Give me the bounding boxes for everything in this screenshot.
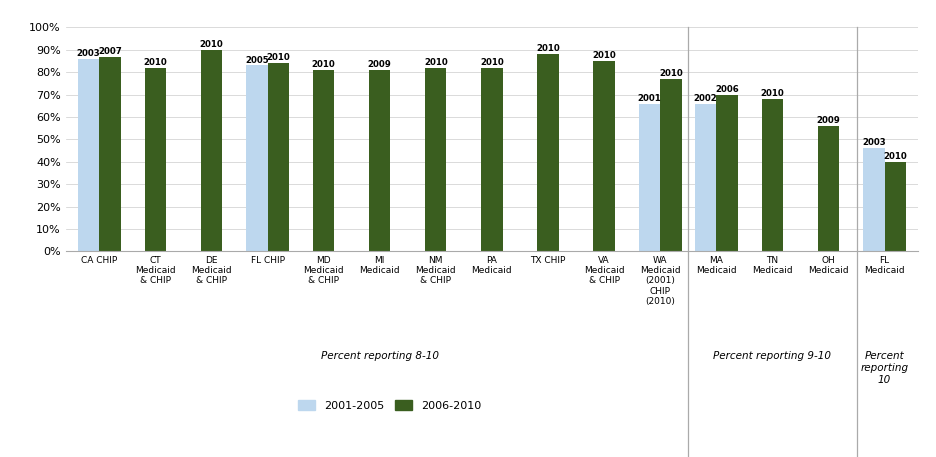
Bar (369, 70, 390, 251)
Bar (761, 99, 782, 251)
Bar (144, 68, 166, 251)
Text: 2010: 2010 (479, 58, 504, 67)
Bar (313, 70, 334, 251)
Bar (660, 79, 680, 251)
Text: 2010: 2010 (883, 152, 906, 161)
Text: 2010: 2010 (592, 51, 615, 60)
Text: 2005: 2005 (245, 56, 269, 64)
Text: 2009: 2009 (368, 60, 391, 69)
Bar (246, 65, 268, 251)
Bar (592, 61, 614, 251)
Bar (695, 104, 715, 251)
Bar (884, 162, 905, 251)
Bar (200, 50, 222, 251)
Bar (715, 95, 737, 251)
Text: 2010: 2010 (199, 40, 223, 49)
Text: 2006: 2006 (714, 85, 739, 94)
Text: 2002: 2002 (693, 94, 717, 103)
Bar (268, 63, 288, 251)
Bar (536, 54, 558, 251)
Text: 2003: 2003 (861, 138, 885, 148)
Text: Percent
reporting
10: Percent reporting 10 (859, 351, 908, 384)
Text: 2010: 2010 (658, 69, 682, 78)
Bar (99, 57, 121, 251)
Text: 2010: 2010 (423, 58, 447, 67)
Text: Percent reporting 8-10: Percent reporting 8-10 (320, 351, 438, 361)
Text: 2010: 2010 (535, 44, 560, 53)
Text: 2010: 2010 (760, 89, 783, 98)
Bar (78, 59, 99, 251)
Legend: 2001-2005, 2006-2010: 2001-2005, 2006-2010 (294, 396, 485, 415)
Text: Percent reporting 9-10: Percent reporting 9-10 (712, 351, 830, 361)
Text: 2010: 2010 (143, 58, 167, 67)
Bar (638, 104, 660, 251)
Text: 2010: 2010 (266, 53, 290, 62)
Bar (425, 68, 446, 251)
Text: 2010: 2010 (312, 60, 335, 69)
Text: 2007: 2007 (98, 47, 122, 56)
Text: 2003: 2003 (77, 49, 100, 58)
Bar (862, 149, 884, 251)
Bar (481, 68, 502, 251)
Bar (817, 126, 839, 251)
Text: 2001: 2001 (637, 94, 661, 103)
Text: 2009: 2009 (816, 116, 840, 125)
